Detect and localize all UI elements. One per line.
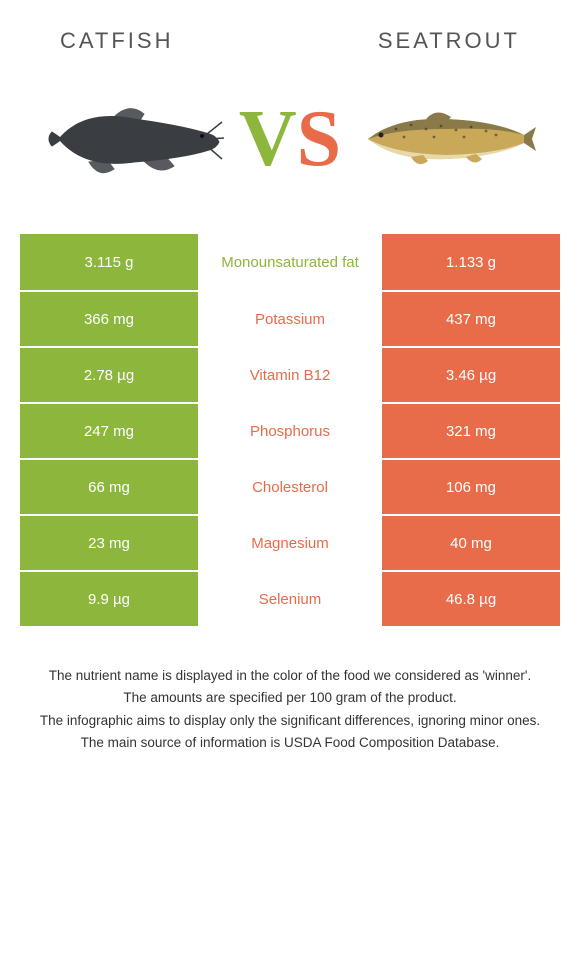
table-row: 366 mgPotassium437 mg bbox=[20, 290, 560, 346]
left-value: 23 mg bbox=[20, 516, 200, 570]
nutrient-label: Vitamin B12 bbox=[200, 348, 380, 402]
catfish-icon bbox=[44, 84, 224, 194]
right-value: 3.46 µg bbox=[380, 348, 560, 402]
left-value: 9.9 µg bbox=[20, 572, 200, 626]
nutrient-label: Magnesium bbox=[200, 516, 380, 570]
left-value: 247 mg bbox=[20, 404, 200, 458]
right-title: Seatrout bbox=[378, 28, 520, 54]
nutrient-label: Phosphorus bbox=[200, 404, 380, 458]
right-value: 437 mg bbox=[380, 292, 560, 346]
vs-label: VS bbox=[239, 99, 341, 179]
table-row: 23 mgMagnesium40 mg bbox=[20, 514, 560, 570]
vs-v: V bbox=[239, 95, 297, 183]
table-row: 2.78 µgVitamin B123.46 µg bbox=[20, 346, 560, 402]
table-row: 9.9 µgSelenium46.8 µg bbox=[20, 570, 560, 626]
right-value: 321 mg bbox=[380, 404, 560, 458]
left-title: Catfish bbox=[60, 28, 173, 54]
nutrient-label: Monounsaturated fat bbox=[200, 234, 380, 290]
footer-line-3: The infographic aims to display only the… bbox=[30, 711, 550, 731]
right-value: 40 mg bbox=[380, 516, 560, 570]
table-row: 3.115 gMonounsaturated fat1.133 g bbox=[20, 234, 560, 290]
right-value: 46.8 µg bbox=[380, 572, 560, 626]
vs-s: S bbox=[297, 95, 342, 183]
catfish-image bbox=[39, 74, 229, 204]
left-value: 2.78 µg bbox=[20, 348, 200, 402]
table-row: 66 mgCholesterol106 mg bbox=[20, 458, 560, 514]
left-value: 66 mg bbox=[20, 460, 200, 514]
seatrout-icon bbox=[356, 99, 536, 179]
vs-row: VS bbox=[0, 64, 580, 234]
header: Catfish Seatrout bbox=[0, 0, 580, 64]
table-row: 247 mgPhosphorus321 mg bbox=[20, 402, 560, 458]
right-value: 106 mg bbox=[380, 460, 560, 514]
left-value: 366 mg bbox=[20, 292, 200, 346]
seatrout-image bbox=[351, 74, 541, 204]
footer-line-2: The amounts are specified per 100 gram o… bbox=[30, 688, 550, 708]
footer-line-4: The main source of information is USDA F… bbox=[30, 733, 550, 753]
nutrient-label: Selenium bbox=[200, 572, 380, 626]
nutrient-table: 3.115 gMonounsaturated fat1.133 g366 mgP… bbox=[20, 234, 560, 626]
left-value: 3.115 g bbox=[20, 234, 200, 290]
nutrient-label: Potassium bbox=[200, 292, 380, 346]
footer-notes: The nutrient name is displayed in the co… bbox=[30, 666, 550, 753]
footer-line-1: The nutrient name is displayed in the co… bbox=[30, 666, 550, 686]
right-value: 1.133 g bbox=[380, 234, 560, 290]
nutrient-label: Cholesterol bbox=[200, 460, 380, 514]
